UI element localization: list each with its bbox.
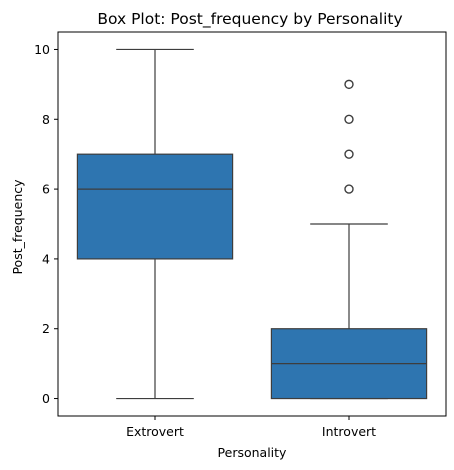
y-tick-label: 2 (42, 321, 50, 336)
y-tick-label: 0 (42, 391, 50, 406)
box-group-extrovert (76, 48, 234, 400)
y-axis: 0 2 4 6 8 10 (34, 42, 58, 406)
outlier-point (344, 184, 354, 194)
chart-title: Box Plot: Post_frequency by Personality (97, 10, 402, 29)
box-group-introvert (270, 79, 428, 400)
outlier-point (344, 114, 354, 124)
x-tick-label: Extrovert (126, 424, 184, 439)
x-axis-label: Personality (218, 445, 288, 460)
plot-frame (57, 31, 447, 417)
outlier-point (344, 149, 354, 159)
x-axis: Extrovert Introvert (126, 416, 376, 439)
box-iqr (76, 153, 234, 260)
y-axis-label: Post_frequency (10, 179, 25, 275)
outlier-point (344, 79, 354, 90)
y-tick-label: 4 (42, 251, 50, 266)
y-tick-label: 6 (42, 182, 50, 197)
x-tick-label: Introvert (322, 424, 376, 439)
y-tick-label: 8 (42, 112, 50, 127)
plot-area (76, 48, 428, 400)
y-tick-label: 10 (34, 42, 50, 57)
